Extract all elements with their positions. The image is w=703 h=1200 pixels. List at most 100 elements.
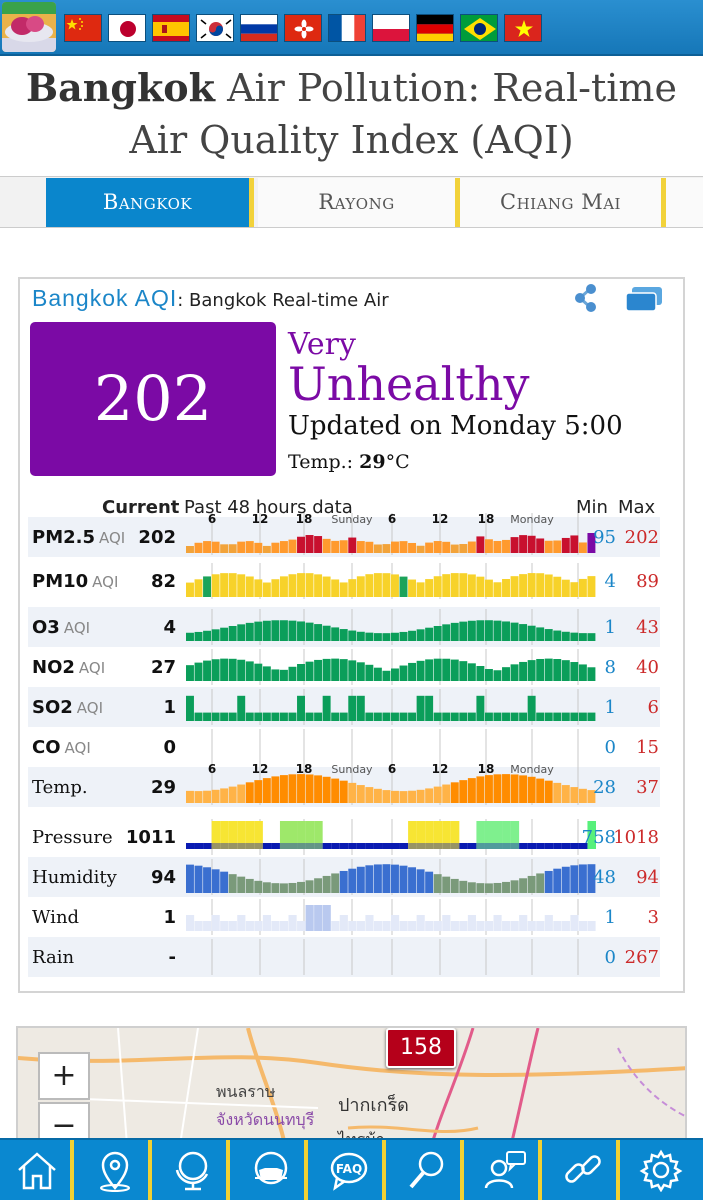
tab-chiang-mai[interactable]: Chiang Mai: [460, 178, 666, 227]
chart-bar: [467, 915, 477, 931]
chart-bar: [279, 843, 289, 849]
table-row[interactable]: PM2.5 AQI 202 6 12 18 Sunday 6 12 18 Monday 95 202: [28, 512, 660, 557]
chart-bar: [203, 630, 212, 641]
compare-icon[interactable]: [624, 285, 664, 313]
chart-bar: [578, 712, 587, 721]
chart-bar: [476, 883, 485, 893]
chart-bar: [262, 778, 271, 803]
row-sparkline[interactable]: [186, 937, 596, 977]
chart-bar: [314, 712, 323, 721]
table-row[interactable]: O3 AQI 4 1 43: [28, 607, 660, 647]
chart-bar: [373, 667, 382, 681]
map-label-place3: ปากเกร็ด: [338, 1095, 409, 1116]
card-city-title[interactable]: Bangkok AQI: [32, 285, 178, 311]
chart-bar: [544, 574, 553, 597]
chart-bar: [502, 712, 510, 721]
row-sparkline[interactable]: 6 12 18 Sunday 6 12 18 Monday: [186, 761, 596, 807]
location-pin-icon: [100, 1151, 130, 1192]
chart-bar: [527, 573, 536, 597]
row-sparkline[interactable]: [186, 727, 596, 767]
axis-label: 12: [432, 762, 449, 776]
row-sparkline[interactable]: [186, 817, 596, 857]
chart-bar: [519, 915, 528, 931]
flag-brazil-icon[interactable]: [460, 14, 498, 42]
nav-mask-button[interactable]: [234, 1140, 308, 1200]
chart-bar: [297, 843, 306, 849]
axis-label: 18: [478, 512, 495, 526]
chart-bar: [467, 663, 476, 681]
chart-bar: [459, 544, 468, 553]
share-icon[interactable]: [572, 283, 600, 313]
flag-russia-icon[interactable]: [240, 14, 278, 42]
chart-bar: [450, 573, 459, 597]
row-label-unit: AQI: [92, 573, 119, 591]
nav-search-button[interactable]: [390, 1140, 464, 1200]
chart-bar: [442, 658, 451, 681]
row-sparkline[interactable]: 6 12 18 Sunday 6 12 18 Monday: [186, 511, 596, 557]
tab-bangkok[interactable]: Bangkok: [46, 178, 254, 227]
table-row[interactable]: SO2 AQI 1 1 6: [28, 687, 660, 727]
chart-bar: [331, 627, 340, 641]
chart-bar: [262, 666, 271, 681]
site-logo-icon[interactable]: [2, 2, 56, 52]
table-row[interactable]: NO2 AQI 27 8 40: [28, 647, 660, 687]
table-row[interactable]: PM10 AQI 82 4 89: [28, 561, 660, 601]
nav-globe-button[interactable]: [156, 1140, 230, 1200]
table-row[interactable]: Rain - 0 267: [28, 937, 660, 977]
row-min-value: 95: [593, 527, 616, 548]
chart-bar: [459, 780, 468, 803]
tab-more[interactable]: [666, 178, 703, 227]
flag-korea-icon[interactable]: [196, 14, 234, 42]
flag-vietnam-icon[interactable]: [504, 14, 542, 42]
flag-china-icon[interactable]: [64, 14, 102, 42]
table-row[interactable]: Temp. 29 6 12 18 Sunday 6 12 18 Monday 28 37: [28, 762, 660, 807]
nav-location-button[interactable]: [78, 1140, 152, 1200]
chart-bar: [553, 576, 562, 597]
map-view[interactable]: + − พนลราษ จังหวัดนนทบุรี ปากเกร็ด ไทรม้…: [16, 1026, 687, 1156]
tab-rayong[interactable]: Rayong: [258, 178, 460, 227]
flag-germany-icon[interactable]: [416, 14, 454, 42]
flag-poland-icon[interactable]: [372, 14, 410, 42]
row-sparkline[interactable]: [186, 607, 596, 647]
row-sparkline[interactable]: [186, 857, 596, 897]
chart-bar: [228, 921, 237, 931]
chart-bar: [442, 843, 451, 849]
aqi-map-marker[interactable]: 158: [386, 1028, 456, 1068]
chart-bar: [331, 579, 340, 597]
flag-japan-icon[interactable]: [108, 14, 146, 42]
chart-bar: [519, 878, 528, 893]
globe-icon: [175, 1151, 209, 1191]
chart-bar: [348, 695, 357, 721]
flag-spain-icon[interactable]: [152, 14, 190, 42]
row-sparkline[interactable]: [186, 647, 596, 687]
table-row[interactable]: Wind 1 1 3: [28, 897, 660, 937]
nav-support-button[interactable]: [468, 1140, 542, 1200]
row-sparkline[interactable]: [186, 897, 596, 937]
row-label: SO2 AQI: [32, 697, 103, 718]
chart-bar: [186, 790, 194, 803]
chart-bar: [220, 544, 229, 553]
chart-bar: [305, 880, 314, 893]
chart-bar: [348, 782, 357, 803]
row-sparkline[interactable]: [186, 687, 596, 727]
chart-bar: [220, 627, 229, 641]
chart-bar: [194, 791, 203, 803]
nav-settings-button[interactable]: [624, 1140, 703, 1200]
chart-bar: [570, 712, 579, 721]
row-sparkline[interactable]: [186, 561, 596, 601]
flag-hong-kong-icon[interactable]: [284, 14, 322, 42]
flag-france-icon[interactable]: [328, 14, 366, 42]
chart-bar: [570, 915, 579, 931]
chart-bar: [493, 774, 502, 803]
chart-bar: [237, 574, 246, 597]
table-row[interactable]: Pressure 1011 758 1018: [28, 817, 660, 857]
table-row[interactable]: Humidity 94 48 94: [28, 857, 660, 897]
zoom-in-button[interactable]: +: [38, 1052, 90, 1100]
chart-bar: [271, 921, 280, 931]
chart-bar: [433, 576, 442, 597]
chart-bar: [561, 785, 570, 803]
nav-link-button[interactable]: [546, 1140, 620, 1200]
nav-faq-button[interactable]: FAQ: [312, 1140, 386, 1200]
nav-home-button[interactable]: [0, 1140, 74, 1200]
table-row[interactable]: CO AQI 0 0 15: [28, 727, 660, 767]
